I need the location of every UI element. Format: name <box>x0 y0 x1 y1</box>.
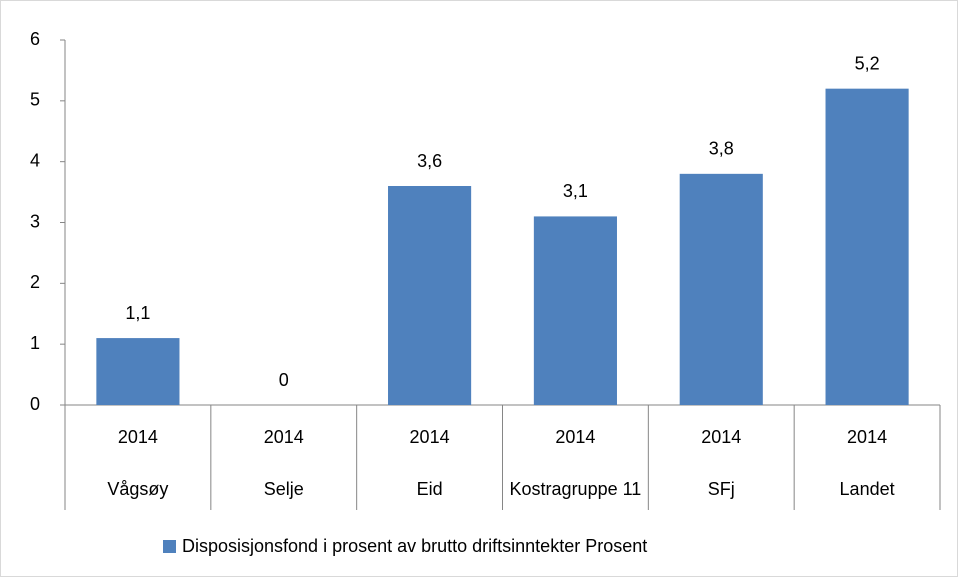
x-tick-label: 2014 <box>847 427 887 447</box>
x-tick-label: Vågsøy <box>107 479 168 499</box>
data-label: 1,1 <box>125 303 150 323</box>
x-tick-label: 2014 <box>264 427 304 447</box>
y-tick-label: 6 <box>30 29 40 49</box>
x-tick-label: 2014 <box>410 427 450 447</box>
bar <box>96 338 180 405</box>
bar <box>679 173 763 405</box>
x-tick-label: 2014 <box>555 427 595 447</box>
legend-label: Disposisjonsfond i prosent av brutto dri… <box>182 536 647 556</box>
data-label: 3,8 <box>709 139 734 159</box>
x-tick-label: 2014 <box>701 427 741 447</box>
bar <box>533 216 617 405</box>
y-tick-label: 5 <box>30 90 40 110</box>
legend-swatch <box>163 540 176 553</box>
x-tick-label: Landet <box>840 479 895 499</box>
x-tick-label: Selje <box>264 479 304 499</box>
bar <box>825 88 909 406</box>
x-tick-label: 2014 <box>118 427 158 447</box>
data-label: 0 <box>279 370 289 390</box>
y-tick-label: 1 <box>30 333 40 353</box>
x-tick-label: Kostragruppe 11 <box>510 479 642 499</box>
data-label: 3,6 <box>417 151 442 171</box>
x-tick-label: SFj <box>708 479 735 499</box>
data-label: 3,1 <box>563 181 588 201</box>
bar <box>388 186 472 405</box>
y-tick-label: 4 <box>30 150 40 170</box>
y-tick-label: 0 <box>30 394 40 414</box>
y-tick-label: 3 <box>30 211 40 231</box>
data-label: 5,2 <box>855 53 880 73</box>
y-tick-label: 2 <box>30 272 40 292</box>
x-tick-label: Eid <box>417 479 443 499</box>
